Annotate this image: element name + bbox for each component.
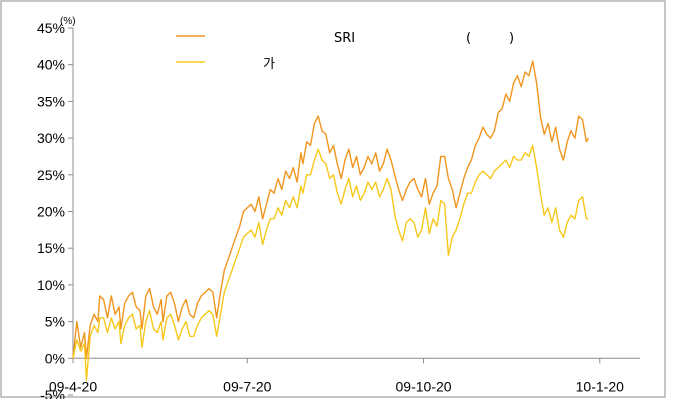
legend: SRI ( ) 가: [176, 31, 514, 72]
y-tick-label: 15%: [37, 240, 65, 256]
legend-label-ga: 가: [263, 57, 275, 72]
legend-label-paren-close: ): [509, 31, 514, 46]
y-tick-label: 0%: [45, 350, 65, 366]
y-tick-label: 10%: [37, 277, 65, 293]
y-tick-label: -5%: [40, 387, 65, 399]
y-tick-label: 5%: [45, 314, 65, 330]
x-tick-label: 09-7-20: [223, 378, 271, 394]
y-tick-label: 35%: [37, 93, 65, 109]
series-line-1: [72, 60, 589, 359]
series-line-2: [72, 144, 589, 381]
y-tick-label: 20%: [37, 204, 65, 220]
x-tick-label: 09-10-20: [396, 378, 452, 394]
y-unit-label: (%): [60, 16, 76, 27]
x-tick-label: 10-1-20: [576, 378, 624, 394]
x-tick-label: 09-4-20: [49, 378, 97, 394]
plot-area: -5% 0% 5% 10% 15% 20% 25% 30% 35% 40% 45% 09-4-20 09…: [37, 20, 640, 399]
y-tick-label: 25%: [37, 167, 65, 183]
legend-label-sri: SRI: [334, 31, 355, 46]
y-tick-label: 40%: [37, 57, 65, 73]
y-tick-label: 30%: [37, 130, 65, 146]
y-tick-label: 45%: [37, 20, 65, 36]
legend-label-paren-open: (: [466, 31, 471, 46]
